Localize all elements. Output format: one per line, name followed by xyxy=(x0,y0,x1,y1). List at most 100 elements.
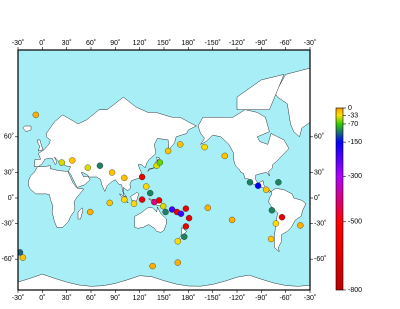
earthquake xyxy=(84,164,91,171)
colorbar-slice xyxy=(336,233,343,235)
land xyxy=(18,67,310,290)
lat-label: -60˚ xyxy=(314,255,326,263)
colorbar-slice xyxy=(336,274,343,276)
colorbar-slice xyxy=(336,278,343,280)
lat-label: 60˚ xyxy=(4,133,14,141)
colorbar-slice xyxy=(336,159,343,161)
landmass xyxy=(147,156,161,172)
lon-label: -150˚ xyxy=(204,39,220,47)
colorbar-slice xyxy=(336,253,343,255)
colorbar-slice xyxy=(336,115,343,117)
lon-label: -90˚ xyxy=(255,294,267,302)
earthquake xyxy=(162,208,169,216)
colorbar-slice xyxy=(336,185,343,187)
earthquake xyxy=(106,199,113,207)
colorbar-slice xyxy=(336,265,343,267)
colorbar-slice xyxy=(336,173,343,175)
colorbar-slice xyxy=(336,148,343,150)
landmass xyxy=(236,74,285,110)
colorbar-slice xyxy=(336,285,343,287)
landmass xyxy=(37,139,44,152)
colorbar-slice xyxy=(336,230,343,232)
colorbar-slice xyxy=(336,187,343,189)
colorbar-slice xyxy=(336,154,343,156)
earthquake xyxy=(69,157,76,164)
colorbar-slice xyxy=(336,210,343,212)
colorbar-slice xyxy=(336,263,343,265)
colorbar-slice xyxy=(336,206,343,208)
colorbar: 0-33 -70 -150 -300 -500 -800 xyxy=(335,105,362,294)
colorbar-slice xyxy=(336,254,343,256)
colorbar-slice xyxy=(336,201,343,203)
colorbar-slice xyxy=(336,186,343,188)
colorbar-slice xyxy=(336,142,343,144)
colorbar-slice xyxy=(336,200,343,202)
colorbar-slice xyxy=(336,275,343,277)
colorbar-slice xyxy=(336,223,343,225)
colorbar-slice xyxy=(336,221,343,223)
colorbar-slice xyxy=(336,162,343,164)
colorbar-slice xyxy=(336,112,343,114)
colorbar-slice xyxy=(336,129,343,131)
lat-label: 0˚ xyxy=(314,194,320,202)
colorbar-slice xyxy=(336,250,343,252)
colorbar-slice xyxy=(336,225,343,227)
colorbar-slice xyxy=(336,240,343,242)
colorbar-slice xyxy=(336,198,343,200)
colorbar-slice xyxy=(336,193,343,195)
earthquake xyxy=(177,210,185,217)
colorbar-slice xyxy=(336,153,343,155)
colorbar-label: -70 xyxy=(348,121,358,128)
landmass xyxy=(77,207,84,220)
colorbar-label: -33 xyxy=(348,112,358,119)
colorbar-label: -300 xyxy=(348,173,362,180)
colorbar-slice xyxy=(336,188,343,190)
colorbar-slice xyxy=(336,266,343,268)
colorbar-slice xyxy=(336,149,343,151)
lon-label: 30˚ xyxy=(62,294,72,302)
colorbar-slice xyxy=(336,111,343,113)
colorbar-slice xyxy=(336,236,343,238)
lon-label: -30˚ xyxy=(304,39,316,47)
colorbar-label: 0 xyxy=(348,105,352,112)
colorbar-slice xyxy=(336,212,343,214)
colorbar-slice xyxy=(336,204,343,206)
colorbar-slice xyxy=(336,121,343,123)
colorbar-slice xyxy=(336,178,343,180)
colorbar-slice xyxy=(336,219,343,221)
colorbar-slice xyxy=(336,224,343,226)
lon-label: 0˚ xyxy=(39,39,45,47)
colorbar-slice xyxy=(336,248,343,250)
colorbar-slice xyxy=(336,222,343,224)
earthquake xyxy=(268,207,276,214)
axes: -30˚ -30˚ 0˚ 0˚ 30˚ 30˚ 60˚ 60˚ 90˚ 90˚ 120˚ 120˚ 15… xyxy=(2,39,327,302)
colorbar-slice xyxy=(336,128,343,130)
colorbar-slice xyxy=(336,245,343,247)
earthquake xyxy=(147,189,154,197)
colorbar-slice xyxy=(336,249,343,251)
colorbar-slice xyxy=(336,234,343,236)
earthquake xyxy=(143,183,150,190)
colorbar-slice xyxy=(336,237,343,239)
colorbar-slice xyxy=(336,277,343,279)
earthquake xyxy=(121,174,128,182)
colorbar-slice xyxy=(336,264,343,266)
colorbar-slice xyxy=(336,235,343,237)
lat-label: 60˚ xyxy=(314,133,324,141)
colorbar-slice xyxy=(336,218,343,220)
earthquake xyxy=(174,238,181,245)
earthquake xyxy=(155,197,163,204)
colorbar-slice xyxy=(336,189,343,191)
colorbar-slice xyxy=(336,183,343,185)
earthquake xyxy=(156,159,164,166)
colorbar-slice xyxy=(336,259,343,261)
colorbar-slice xyxy=(336,138,343,140)
colorbar-slice xyxy=(336,192,343,194)
earthquake xyxy=(228,216,236,224)
colorbar-slice xyxy=(336,229,343,231)
earthquake xyxy=(182,223,190,230)
colorbar-slice xyxy=(336,125,343,127)
colorbar-slice xyxy=(336,179,343,181)
colorbar-slice xyxy=(336,131,343,133)
colorbar-label: -800 xyxy=(348,287,362,294)
